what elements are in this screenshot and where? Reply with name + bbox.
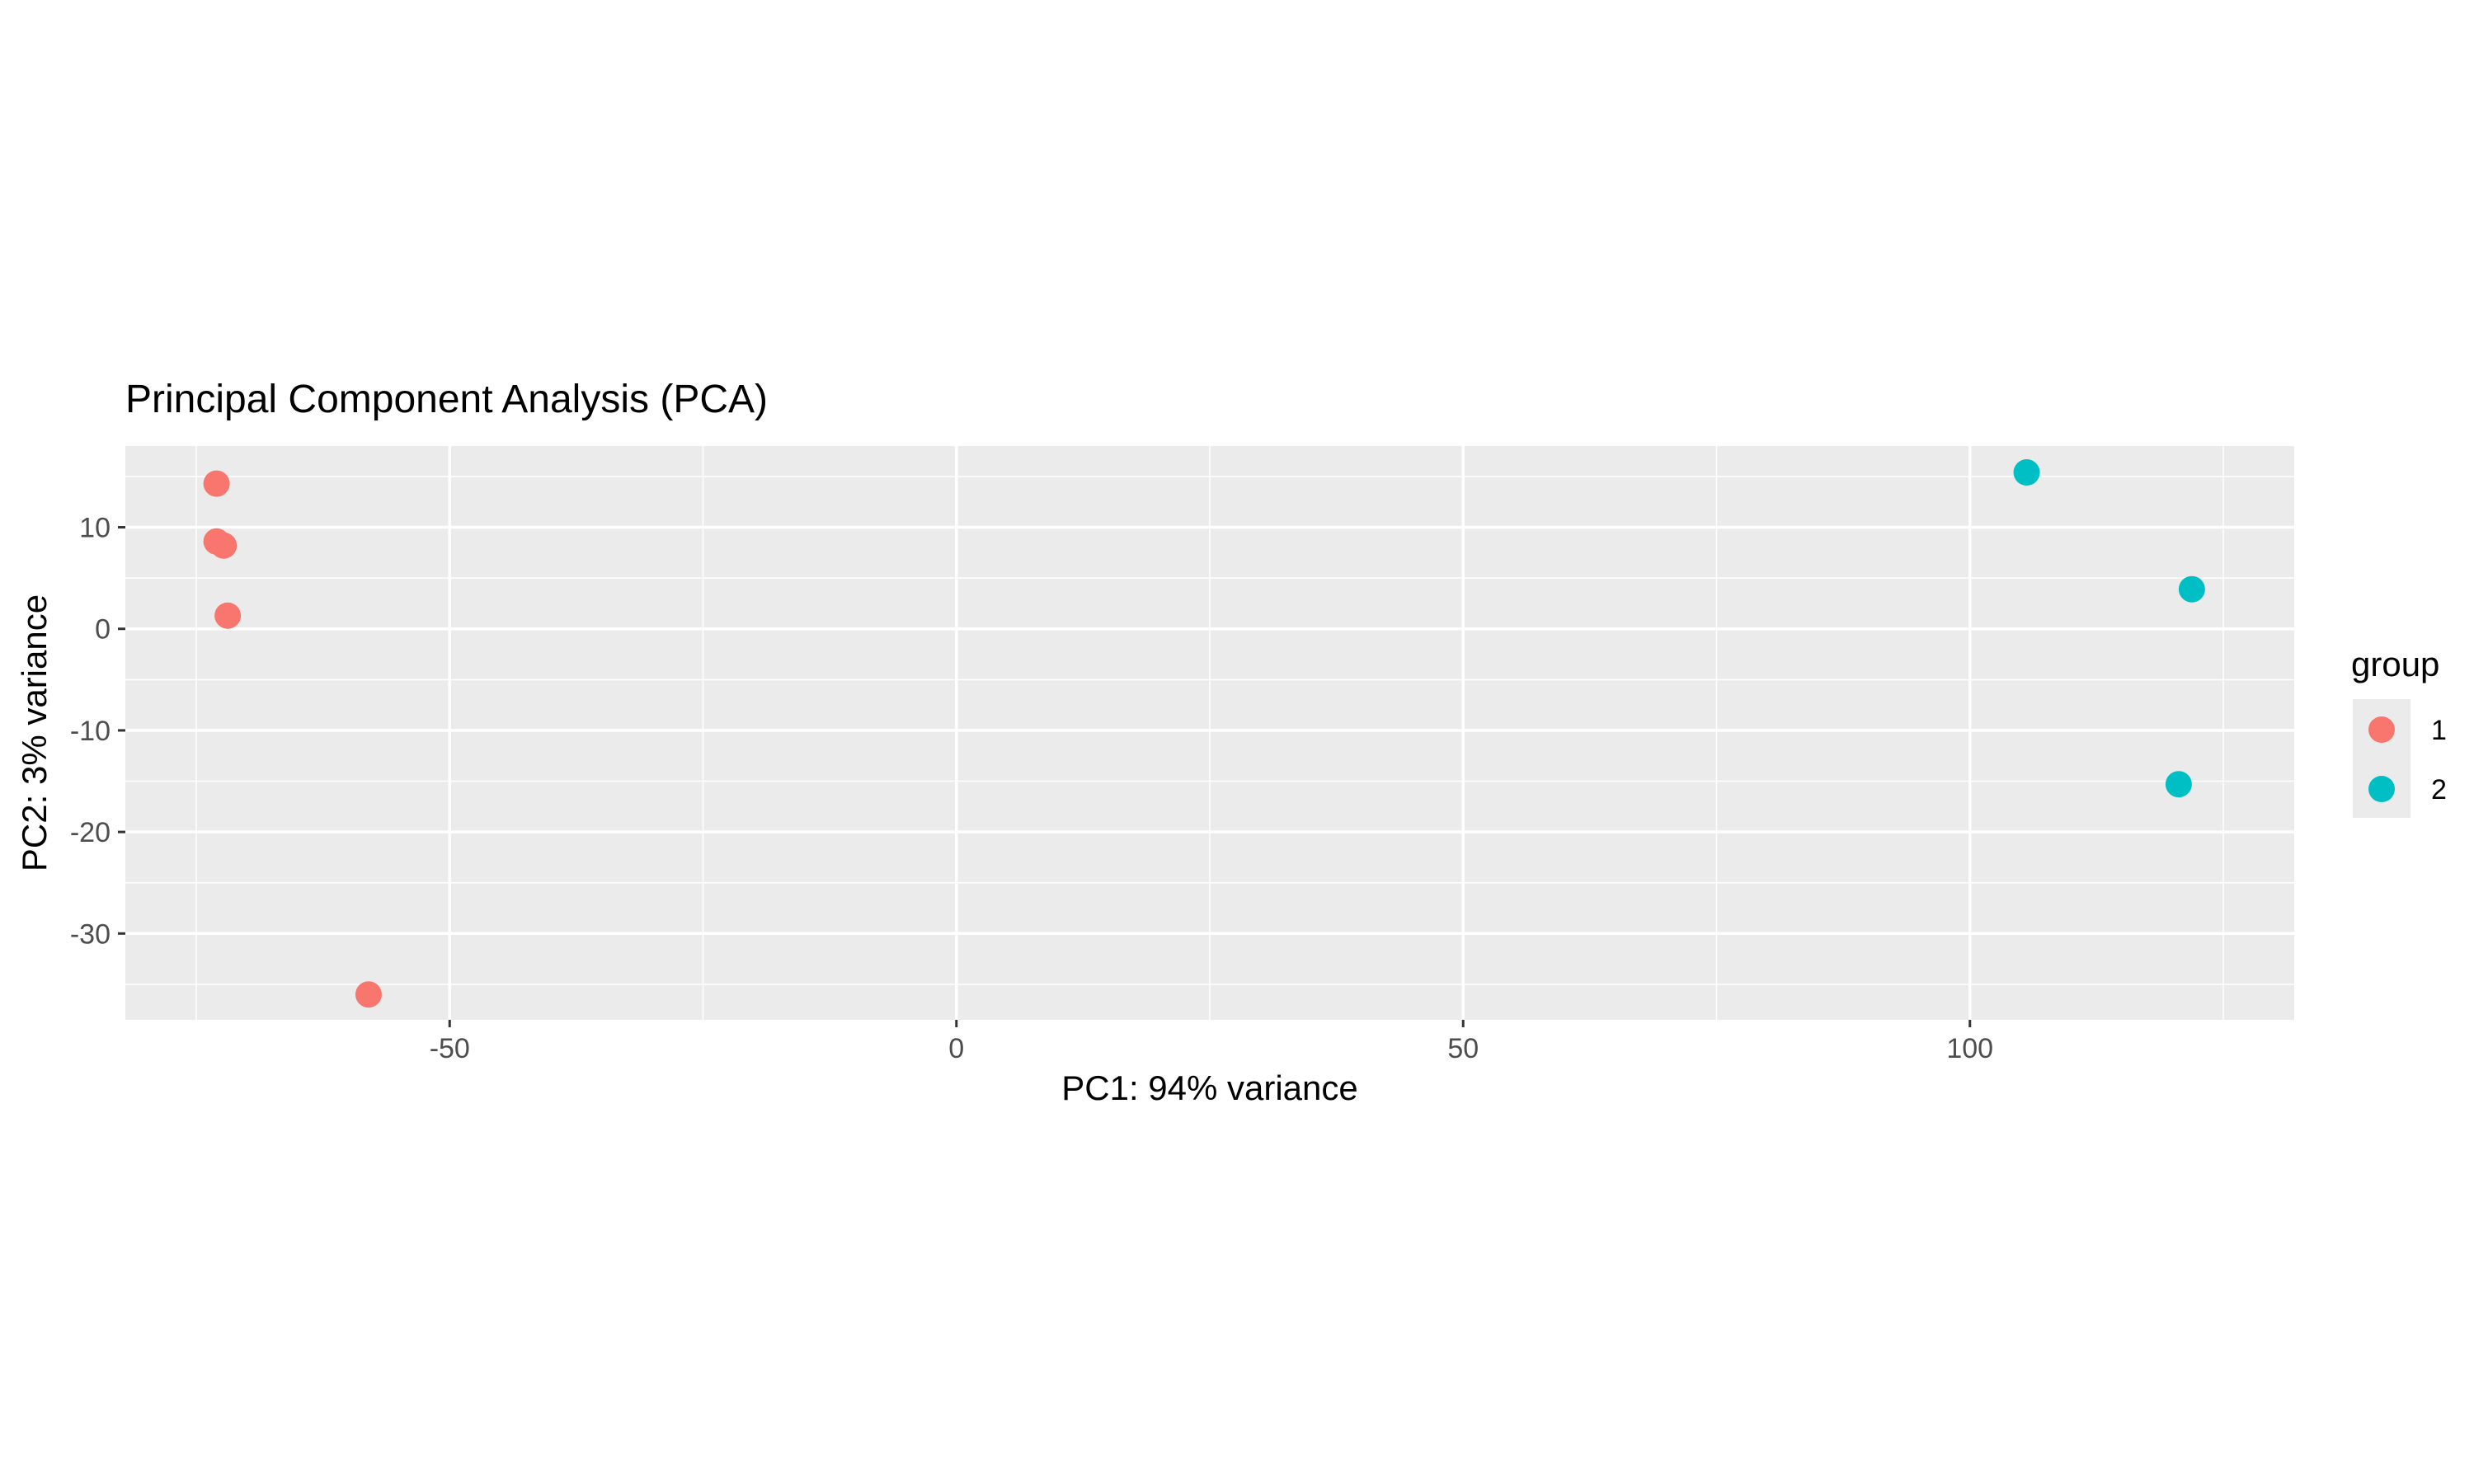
y-tick-label: -20 (70, 817, 111, 848)
x-tick-label: 0 (948, 1033, 964, 1064)
x-tick-label: 100 (1946, 1033, 1993, 1064)
x-tick-label: 50 (1447, 1033, 1479, 1064)
x-axis: -50 0 50 100 (430, 1020, 1993, 1064)
legend-entries: 12 (2353, 699, 2447, 818)
y-axis-title: PC2: 3% variance (15, 594, 54, 871)
y-axis: 10 0 -10 -20 -30 (70, 513, 125, 950)
data-point-group-2 (2013, 459, 2040, 486)
data-point-group-2 (2165, 771, 2192, 798)
legend-title: group (2351, 645, 2439, 683)
data-point-group-1 (355, 981, 382, 1008)
y-tick-label: 0 (95, 614, 111, 646)
major-gridlines (125, 446, 2294, 1020)
data-point-group-1 (210, 532, 238, 559)
x-axis-title: PC1: 94% variance (1061, 1068, 1358, 1107)
x-tick-label: -50 (430, 1033, 470, 1064)
data-point-group-1 (214, 602, 242, 629)
legend-label-1: 1 (2431, 715, 2447, 746)
legend: group 12 (2351, 645, 2447, 818)
y-tick-label: 10 (79, 513, 111, 544)
legend-key-2 (2368, 776, 2395, 802)
data-point-group-2 (2178, 575, 2205, 603)
chart-title: Principal Component Analysis (PCA) (125, 378, 768, 421)
data-point-group-1 (203, 470, 230, 497)
legend-key-1 (2368, 716, 2395, 743)
y-tick-label: -30 (70, 918, 111, 950)
minor-gridlines (125, 446, 2294, 1020)
data-points (203, 459, 2205, 1008)
y-tick-label: -10 (70, 716, 111, 747)
legend-label-2: 2 (2431, 774, 2447, 805)
